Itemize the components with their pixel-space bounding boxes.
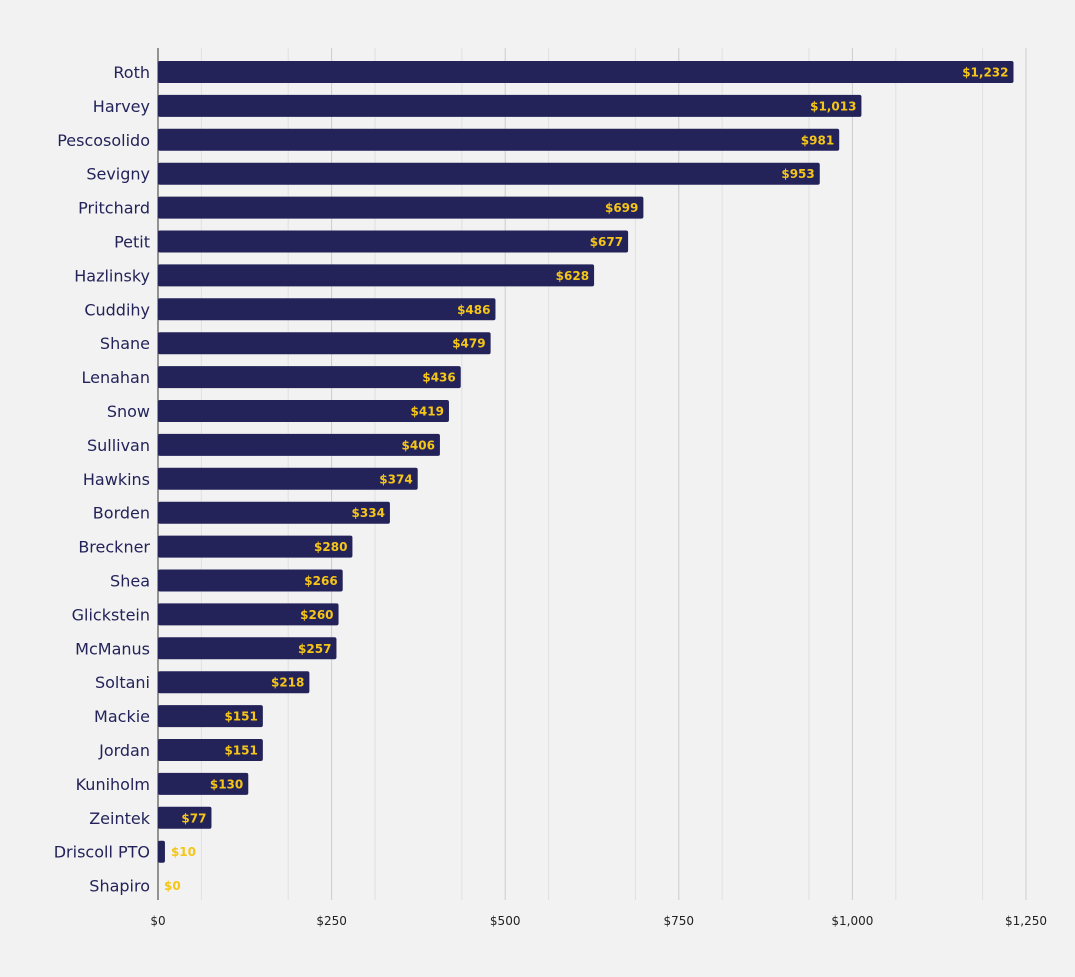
bar xyxy=(158,501,390,524)
category-label: Pritchard xyxy=(78,199,150,218)
category-label: Roth xyxy=(113,63,150,82)
data-label: $981 xyxy=(801,133,834,147)
bar xyxy=(158,128,840,151)
data-label: $1,013 xyxy=(810,99,856,113)
x-tick-label: $1,000 xyxy=(831,914,873,928)
data-label: $486 xyxy=(457,303,490,317)
x-tick-label: $500 xyxy=(490,914,521,928)
data-label: $699 xyxy=(605,201,638,215)
data-label: $479 xyxy=(452,337,485,351)
bar xyxy=(158,94,862,117)
bar xyxy=(158,332,491,355)
data-label: $151 xyxy=(224,744,257,758)
bar xyxy=(158,569,343,592)
data-label: $953 xyxy=(781,167,814,181)
x-tick-label: $750 xyxy=(664,914,695,928)
category-label: Kuniholm xyxy=(76,775,150,794)
bar xyxy=(158,739,263,761)
bar xyxy=(158,806,212,829)
bar xyxy=(158,467,418,490)
data-label: $151 xyxy=(224,710,257,724)
data-label: $677 xyxy=(590,235,623,249)
category-label: Sullivan xyxy=(87,436,150,455)
category-label: Shea xyxy=(110,572,150,591)
data-label: $10 xyxy=(171,845,196,859)
category-label: Harvey xyxy=(93,97,150,116)
bar xyxy=(158,433,440,456)
bar xyxy=(158,772,249,795)
data-label: $628 xyxy=(556,269,589,283)
data-label: $436 xyxy=(422,371,455,385)
data-label: $266 xyxy=(304,574,337,588)
data-label: $419 xyxy=(411,405,444,419)
category-label: Jordan xyxy=(98,741,150,760)
data-label: $1,232 xyxy=(962,66,1008,80)
category-label: Petit xyxy=(114,233,150,252)
category-label: Soltani xyxy=(95,673,150,692)
data-label: $280 xyxy=(314,540,347,554)
x-tick-label: $0 xyxy=(150,914,165,928)
bar xyxy=(158,535,353,558)
bar xyxy=(158,671,310,694)
x-tick-label: $250 xyxy=(316,914,347,928)
category-label: Driscoll PTO xyxy=(54,843,150,862)
data-label: $374 xyxy=(379,472,412,486)
bar xyxy=(158,400,449,422)
data-label: $257 xyxy=(298,642,331,656)
bar xyxy=(158,230,629,253)
data-label: $0 xyxy=(164,879,181,893)
category-label: Lenahan xyxy=(81,368,150,387)
category-label: Cuddihy xyxy=(84,300,150,319)
category-label: Hawkins xyxy=(83,470,150,489)
category-label: Shapiro xyxy=(89,877,150,896)
bar xyxy=(158,196,644,219)
category-label: Borden xyxy=(93,504,150,523)
category-label: Glickstein xyxy=(72,605,150,624)
category-label: McManus xyxy=(75,639,150,658)
category-label: Mackie xyxy=(94,707,150,726)
category-label: Hazlinsky xyxy=(74,266,150,285)
category-label: Pescosolido xyxy=(57,131,150,150)
category-label: Zeintek xyxy=(89,809,151,828)
data-label: $77 xyxy=(181,811,206,825)
bar xyxy=(158,298,496,321)
x-tick-label: $1,250 xyxy=(1005,914,1047,928)
bar xyxy=(158,162,820,185)
bar xyxy=(158,264,595,287)
data-label: $334 xyxy=(352,506,385,520)
bar xyxy=(158,705,263,728)
bar xyxy=(158,840,165,863)
data-label: $260 xyxy=(300,608,333,622)
bar xyxy=(158,61,1014,83)
category-label: Shane xyxy=(100,334,150,353)
category-label: Sevigny xyxy=(86,165,150,184)
category-label: Snow xyxy=(107,402,150,421)
bar xyxy=(158,603,339,626)
bar xyxy=(158,637,337,660)
category-label: Breckner xyxy=(78,538,150,557)
data-label: $406 xyxy=(402,438,435,452)
data-label: $130 xyxy=(210,777,243,791)
bar xyxy=(158,366,461,389)
data-label: $218 xyxy=(271,676,304,690)
